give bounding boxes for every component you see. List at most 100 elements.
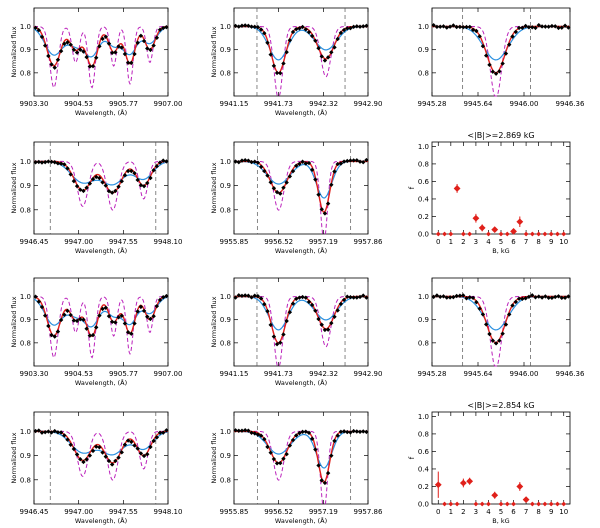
y-tick-label: 0.8 — [418, 69, 429, 77]
observed-point — [287, 443, 293, 448]
observed-point — [154, 164, 160, 169]
observed-point — [129, 331, 134, 336]
observed-point — [322, 327, 328, 333]
observed-point — [113, 50, 118, 55]
x-tick-label: 10 — [559, 508, 568, 516]
observed-point — [65, 40, 70, 45]
y-tick-label: 0.8 — [220, 339, 231, 347]
bar-point — [491, 226, 499, 234]
observed-point — [454, 24, 459, 30]
observed-point — [74, 452, 80, 457]
observed-point — [441, 24, 446, 29]
bar-point — [516, 218, 524, 226]
bar-point — [442, 231, 447, 237]
observed-point — [71, 178, 77, 184]
panel-r1c1: 9903.30 9904.53 9905.77 9907.00 0.8 0.9 1.0Nor… — [10, 7, 182, 117]
observed-point — [484, 322, 489, 327]
x-tick-label: 10 — [559, 238, 568, 246]
bar-point — [473, 501, 479, 507]
observed-point — [566, 294, 571, 299]
observed-point — [52, 428, 57, 434]
observed-point — [507, 42, 512, 47]
observed-point — [84, 457, 89, 462]
observed-point — [242, 23, 248, 28]
observed-point — [536, 294, 541, 299]
observed-point — [284, 49, 289, 55]
observed-point — [553, 294, 558, 300]
observed-point — [316, 463, 321, 468]
observed-point — [309, 302, 315, 308]
x-tick-label: 7 — [524, 508, 528, 516]
observed-point — [246, 23, 251, 28]
bar-point — [548, 501, 554, 507]
observed-point — [303, 27, 308, 32]
zero-field-model-line — [34, 160, 168, 211]
observed-point — [480, 43, 486, 49]
observed-point — [164, 24, 169, 30]
observed-point — [556, 294, 561, 299]
observed-point — [297, 430, 302, 436]
observed-point — [236, 428, 241, 434]
observed-point — [265, 309, 270, 314]
observed-point — [329, 50, 334, 55]
observed-point — [477, 306, 482, 311]
observed-point — [94, 55, 99, 60]
observed-point — [246, 293, 251, 298]
observed-point — [42, 43, 48, 48]
observed-point — [97, 313, 102, 318]
observed-point — [526, 25, 532, 30]
observed-point — [364, 295, 369, 300]
alternative-model-line — [34, 430, 169, 456]
observed-point — [329, 182, 334, 187]
x-tick-label: 9946.00 — [510, 370, 539, 378]
observed-point — [233, 428, 238, 433]
plot-frame — [431, 411, 571, 505]
x-tick-label: 9946.36 — [556, 100, 585, 108]
y-tick-label: 1.0 — [220, 293, 231, 301]
observed-point — [151, 313, 156, 319]
observed-point — [553, 24, 558, 29]
observed-point — [278, 191, 283, 196]
x-axis-label: Wavelength, (Å) — [275, 108, 327, 117]
observed-point — [148, 444, 153, 450]
panel-title: <|B|>=2.869 kG — [467, 131, 534, 140]
bar-point — [498, 231, 504, 237]
observed-point — [297, 295, 302, 300]
observed-point — [313, 447, 318, 452]
observed-point — [361, 429, 366, 434]
bar-point — [529, 231, 535, 237]
bar-point — [555, 231, 560, 237]
observed-point — [338, 161, 344, 166]
observed-point — [274, 341, 280, 347]
x-tick-label: 9957.86 — [354, 238, 383, 246]
y-tick-label: 1.0 — [20, 293, 31, 301]
x-tick-label: 3 — [474, 238, 478, 246]
y-tick-label: 0.8 — [20, 339, 31, 347]
bar-point — [510, 227, 517, 235]
observed-point — [335, 161, 340, 167]
observed-point — [262, 30, 267, 36]
observed-point — [313, 308, 318, 313]
bar-point — [536, 231, 542, 237]
best-fit-line — [34, 160, 168, 194]
y-tick-label: 0.9 — [220, 452, 231, 460]
observed-point — [290, 29, 296, 35]
observed-point — [122, 321, 128, 326]
observed-point — [81, 188, 86, 194]
bar-point — [555, 501, 560, 507]
x-tick-label: 7 — [524, 238, 528, 246]
observed-point — [161, 430, 166, 435]
observed-point — [559, 295, 564, 301]
observed-point — [265, 40, 270, 45]
observed-point — [135, 309, 140, 314]
bar-point — [472, 214, 480, 222]
observed-point — [255, 294, 261, 299]
bar-point — [504, 231, 510, 237]
observed-point — [341, 159, 347, 164]
bar-point — [511, 501, 516, 507]
observed-point — [39, 34, 45, 40]
observed-point — [164, 159, 169, 164]
observed-point — [145, 451, 150, 457]
x-tick-label: 9941.15 — [220, 370, 249, 378]
y-tick-label: 0.2 — [418, 213, 429, 221]
